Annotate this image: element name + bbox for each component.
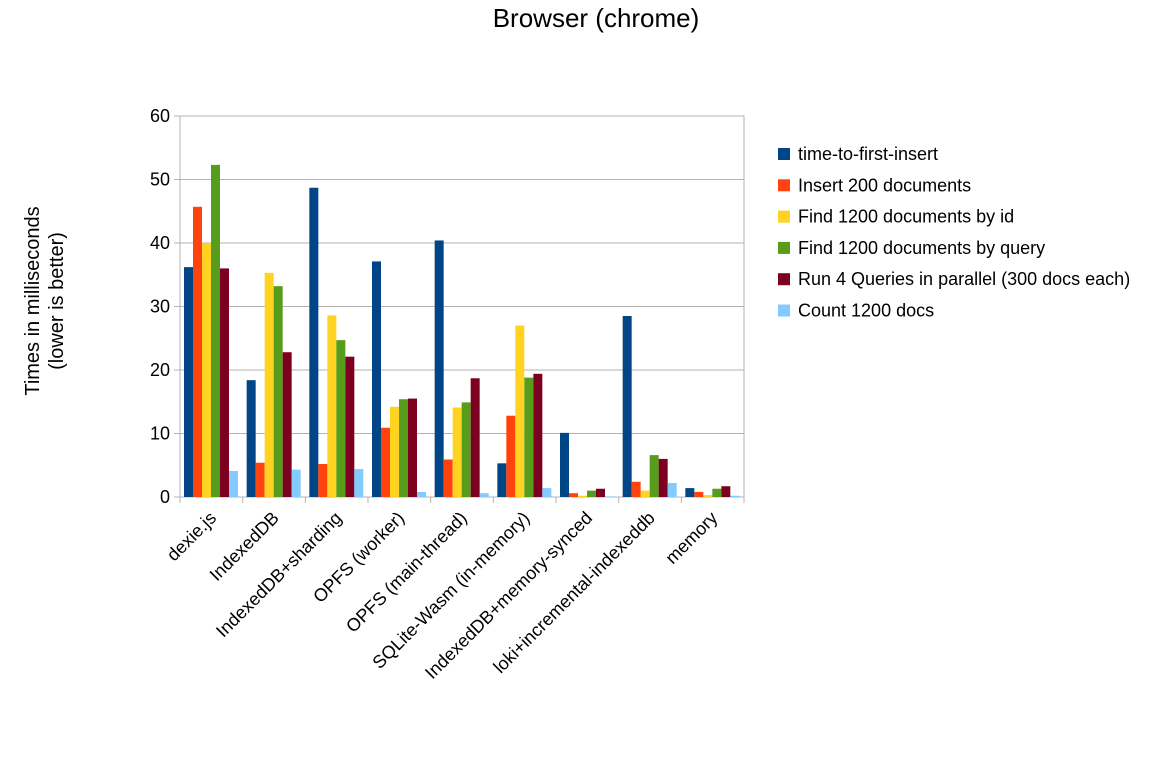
- y-tick-label: 40: [150, 233, 170, 253]
- bar: [515, 325, 525, 497]
- bar: [721, 486, 731, 497]
- bar: [694, 491, 704, 497]
- bar: [649, 455, 659, 497]
- legend-swatch: [778, 179, 790, 192]
- bar: [443, 459, 453, 497]
- bar: [220, 268, 229, 497]
- bar: [470, 378, 480, 497]
- legend: time-to-first-insert Insert 200 documents…: [778, 144, 1130, 321]
- legend-label: Run 4 Queries in parallel (300 docs each…: [798, 269, 1130, 289]
- bar: [434, 240, 444, 497]
- bar: [345, 356, 355, 497]
- legend-swatch: [778, 304, 790, 317]
- y-axis-label: Times in milliseconds (lower is better): [22, 206, 68, 395]
- legend-label: time-to-first-insert: [798, 144, 938, 164]
- bar: [605, 496, 614, 497]
- bar: [542, 488, 552, 497]
- bar: [640, 490, 650, 497]
- legend-label: Count 1200 docs: [798, 301, 934, 321]
- y-tick-label: 60: [150, 106, 170, 126]
- y-tick-label: 20: [150, 360, 170, 380]
- chart-title: Browser (chrome): [493, 3, 700, 33]
- bar: [479, 493, 489, 497]
- bar: [309, 187, 319, 497]
- x-tick-label: memory: [661, 508, 721, 568]
- bar: [408, 398, 417, 497]
- bar: [587, 490, 596, 497]
- bar: [327, 315, 337, 497]
- bar: [193, 206, 202, 497]
- bar: [631, 481, 641, 497]
- bar: [703, 495, 713, 497]
- bar: [372, 261, 381, 497]
- bar: [291, 469, 301, 497]
- bar: [658, 458, 668, 497]
- bar: [533, 373, 543, 497]
- bar: [712, 488, 722, 497]
- y-axis-ticks: 0 10 20 30 40 50 60: [150, 106, 170, 507]
- y-axis-label-line: (lower is better): [46, 232, 68, 370]
- bar: [211, 164, 220, 497]
- bar: [497, 463, 507, 497]
- y-tick-label: 30: [150, 297, 170, 317]
- y-tick-label: 50: [150, 170, 170, 190]
- bar: [399, 399, 408, 497]
- bar: [685, 488, 695, 497]
- y-axis-label-line: Times in milliseconds: [22, 206, 44, 395]
- bar: [560, 432, 569, 497]
- legend-swatch: [778, 273, 790, 286]
- bar: [390, 406, 399, 497]
- bars: [184, 164, 740, 497]
- x-axis-ticks: dexie.jsIndexedDBIndexedDB+shardingOPFS …: [163, 497, 745, 683]
- bar: [730, 495, 740, 497]
- bar: [318, 463, 328, 497]
- bar: [506, 415, 516, 497]
- x-tick-label: dexie.js: [163, 508, 220, 565]
- y-tick-label: 10: [150, 424, 170, 444]
- y-tick-label: 0: [160, 487, 170, 507]
- bar: [417, 491, 426, 497]
- bar: [578, 495, 587, 497]
- bar: [282, 352, 292, 497]
- bar: [273, 286, 283, 497]
- bar: [246, 380, 256, 497]
- bar: [202, 243, 211, 497]
- bar: [452, 407, 462, 497]
- legend-label: Find 1200 documents by query: [798, 238, 1045, 258]
- bar: [264, 272, 274, 497]
- y-axis-label-text: Times in milliseconds (lower is better): [22, 206, 68, 395]
- bar: [381, 427, 390, 497]
- legend-swatch: [778, 210, 790, 223]
- x-tick-label: IndexedDB+sharding: [212, 508, 345, 641]
- legend-label: Insert 200 documents: [798, 175, 971, 195]
- legend-label: Find 1200 documents by id: [798, 207, 1014, 227]
- bar: [596, 488, 605, 497]
- legend-swatch: [778, 148, 790, 160]
- bar: [336, 340, 346, 497]
- x-tick-label: OPFS (main-thread): [342, 508, 471, 637]
- bar: [354, 469, 364, 497]
- bar: [461, 402, 471, 497]
- bar: [255, 462, 265, 497]
- bar: [184, 267, 193, 497]
- bar: [622, 316, 632, 497]
- legend-swatch: [778, 241, 790, 254]
- bar: [667, 483, 677, 497]
- bar: [229, 470, 238, 497]
- bar: [569, 493, 578, 497]
- bar: [524, 377, 534, 497]
